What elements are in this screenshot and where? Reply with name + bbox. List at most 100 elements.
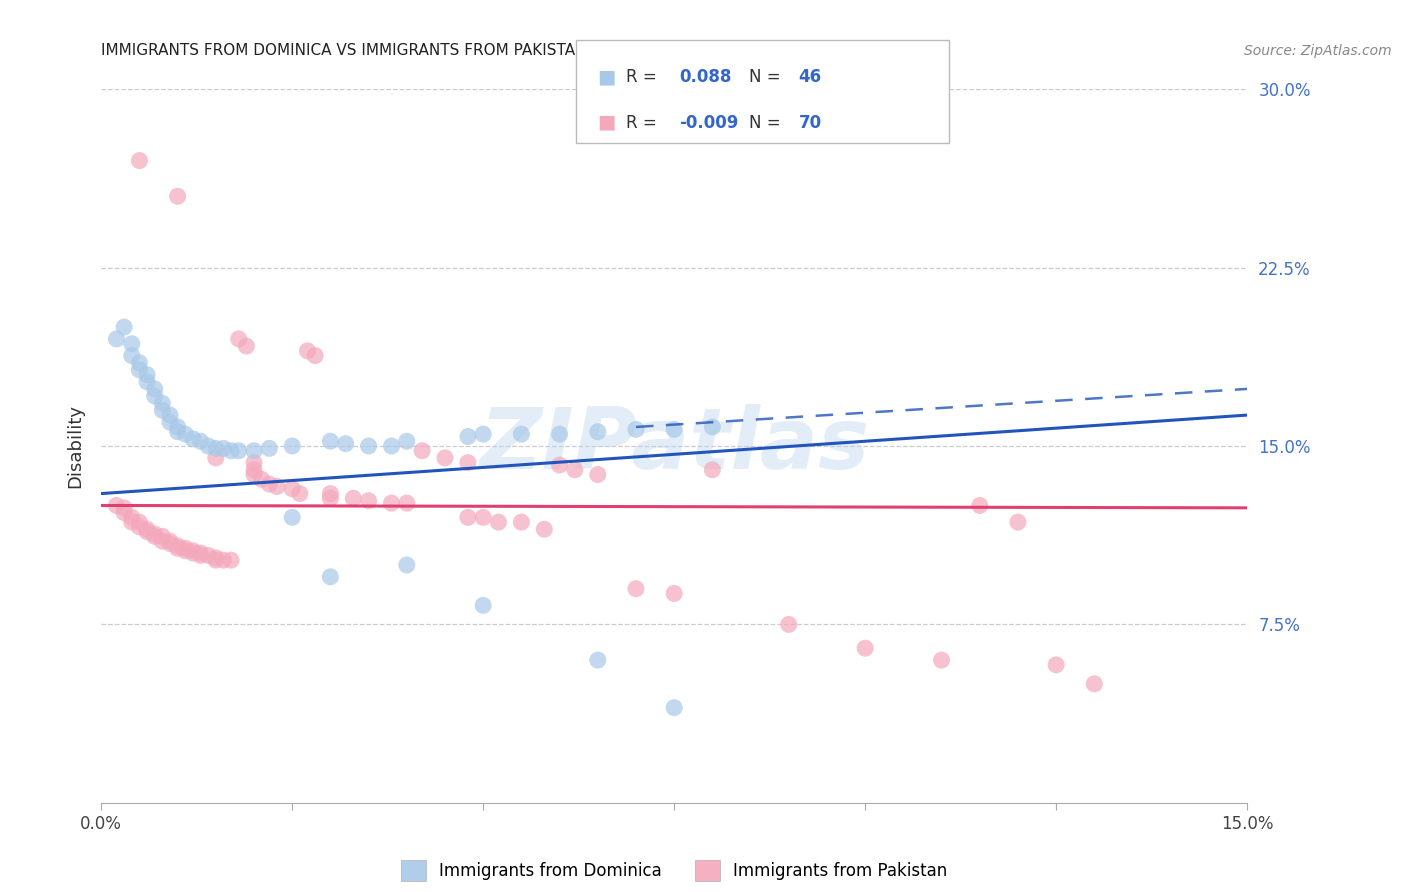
Point — [212, 553, 235, 567]
Point — [166, 539, 188, 553]
Point — [166, 425, 188, 439]
Point — [128, 363, 150, 377]
Point — [434, 450, 457, 465]
Point — [281, 482, 304, 496]
Point — [219, 553, 242, 567]
Text: ■: ■ — [598, 67, 616, 86]
Point — [181, 432, 204, 446]
Point — [121, 510, 143, 524]
Point — [150, 396, 173, 410]
Point — [181, 546, 204, 560]
Point — [150, 403, 173, 417]
Point — [411, 443, 433, 458]
Point — [121, 336, 143, 351]
Point — [281, 439, 304, 453]
Point — [395, 434, 418, 449]
Text: R =: R = — [626, 68, 657, 86]
Point — [197, 439, 219, 453]
Point — [259, 477, 281, 491]
Point — [288, 486, 311, 500]
Point — [136, 524, 159, 539]
Point — [548, 427, 571, 442]
Text: R =: R = — [626, 113, 657, 131]
Point — [235, 339, 257, 353]
Point — [136, 375, 159, 389]
Text: ■: ■ — [598, 112, 616, 131]
Point — [243, 467, 266, 482]
Point — [174, 541, 197, 556]
Point — [319, 486, 342, 500]
Point — [159, 408, 181, 422]
Text: 0.088: 0.088 — [679, 68, 731, 86]
Point — [266, 479, 288, 493]
Point — [205, 450, 228, 465]
Point — [1045, 657, 1067, 672]
Point — [304, 349, 326, 363]
Point — [702, 463, 724, 477]
Point — [121, 515, 143, 529]
Point — [319, 491, 342, 506]
Point — [380, 439, 402, 453]
Point — [243, 456, 266, 470]
Point — [159, 534, 181, 549]
Point — [190, 546, 212, 560]
Point — [150, 534, 173, 549]
Point — [664, 586, 686, 600]
Point — [159, 415, 181, 429]
Point — [342, 491, 364, 506]
Point — [219, 443, 242, 458]
Point — [143, 529, 166, 543]
Point — [166, 420, 188, 434]
Point — [128, 356, 150, 370]
Point — [190, 549, 212, 563]
Point — [181, 543, 204, 558]
Point — [228, 443, 250, 458]
Point — [472, 427, 495, 442]
Point — [357, 493, 380, 508]
Point — [297, 343, 319, 358]
Point — [243, 443, 266, 458]
Point — [319, 570, 342, 584]
Point — [259, 442, 281, 456]
Point — [510, 427, 533, 442]
Point — [533, 522, 555, 536]
Point — [105, 499, 128, 513]
Point — [395, 558, 418, 572]
Point — [472, 510, 495, 524]
Point — [548, 458, 571, 472]
Point — [243, 463, 266, 477]
Point — [143, 382, 166, 396]
Point — [357, 439, 380, 453]
Point — [702, 420, 724, 434]
Text: N =: N = — [749, 68, 780, 86]
Text: Source: ZipAtlas.com: Source: ZipAtlas.com — [1244, 44, 1392, 58]
Point — [778, 617, 800, 632]
Point — [624, 422, 647, 436]
Text: N =: N = — [749, 113, 780, 131]
Point — [457, 456, 479, 470]
Point — [112, 506, 135, 520]
Point — [205, 442, 228, 456]
Point — [281, 510, 304, 524]
Point — [1083, 677, 1105, 691]
Point — [228, 332, 250, 346]
Point — [121, 349, 143, 363]
Point — [105, 332, 128, 346]
Point — [624, 582, 647, 596]
Point — [664, 700, 686, 714]
Point — [112, 500, 135, 515]
Y-axis label: Disability: Disability — [66, 404, 84, 488]
Point — [150, 529, 173, 543]
Point — [128, 153, 150, 168]
Point — [143, 389, 166, 403]
Point — [319, 434, 342, 449]
Point — [166, 541, 188, 556]
Point — [166, 189, 188, 203]
Point — [380, 496, 402, 510]
Point — [564, 463, 586, 477]
Point — [472, 599, 495, 613]
Point — [457, 510, 479, 524]
Text: 70: 70 — [799, 113, 821, 131]
Point — [136, 522, 159, 536]
Point — [969, 499, 991, 513]
